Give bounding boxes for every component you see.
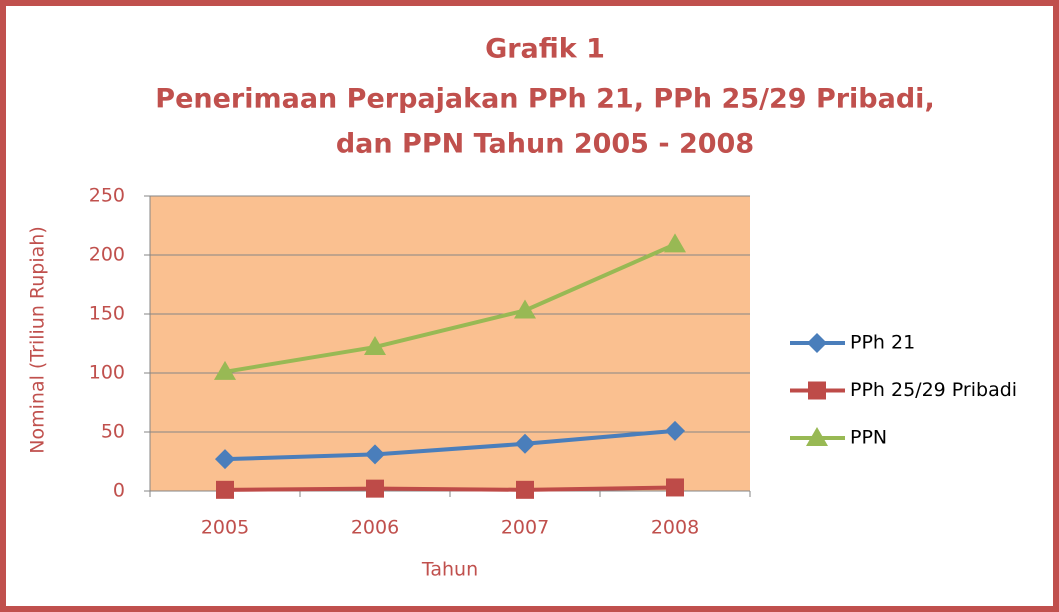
x-tick-label: 2008 (651, 517, 699, 539)
y-tick-label: 0 (113, 480, 125, 502)
data-point (515, 433, 535, 454)
series-line (224, 242, 676, 374)
data-point (366, 479, 384, 498)
x-tick-label: 2006 (351, 517, 399, 539)
x-axis-label: Tahun (421, 559, 478, 581)
data-point (516, 480, 534, 499)
plot-area (150, 196, 750, 491)
legend-marker (807, 333, 827, 353)
data-point (216, 480, 234, 499)
y-tick-label: 150 (89, 303, 125, 325)
legend-label: PPN (850, 427, 887, 449)
legend-marker (806, 427, 828, 446)
x-tick-label: 2007 (501, 517, 549, 539)
y-tick-label: 250 (89, 185, 125, 207)
data-point (364, 336, 386, 356)
y-tick-label: 100 (89, 362, 125, 384)
x-tick-label: 2005 (201, 517, 249, 539)
chart-title: Penerimaan Perpajakan PPh 21, PPh 25/29 … (155, 84, 934, 115)
y-tick-label: 200 (89, 244, 125, 266)
data-point (666, 478, 684, 497)
legend-marker (808, 381, 826, 400)
data-point (514, 299, 536, 319)
data-point (664, 233, 686, 253)
data-point (665, 420, 685, 441)
y-axis-label: Nominal (Triliun Rupiah) (27, 226, 49, 453)
data-point (215, 449, 235, 470)
data-point (365, 444, 385, 465)
series-line (224, 485, 676, 492)
series-line (224, 428, 676, 462)
legend-label: PPh 21 (850, 332, 915, 354)
chart-title: Grafik 1 (485, 34, 605, 65)
legend-label: PPh 25/29 Pribadi (850, 379, 1017, 401)
y-tick-label: 50 (101, 421, 125, 443)
data-point (214, 360, 236, 380)
chart-title: dan PPN Tahun 2005 - 2008 (336, 129, 754, 160)
